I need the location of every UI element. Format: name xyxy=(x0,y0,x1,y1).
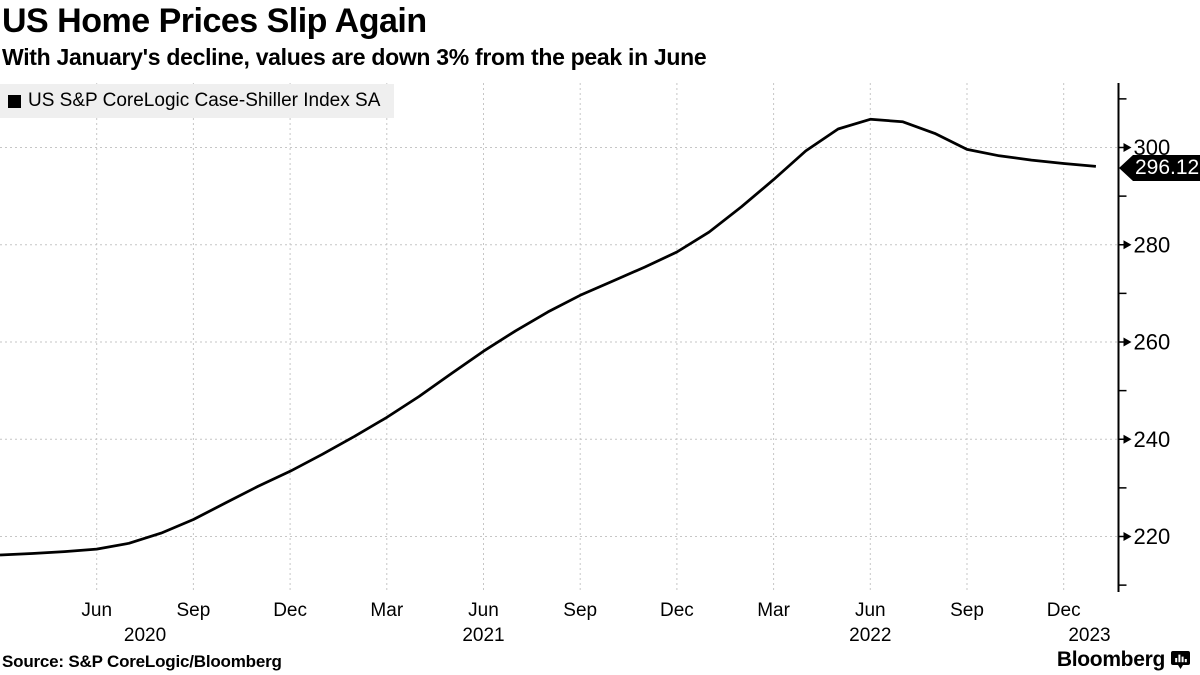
legend-label: US S&P CoreLogic Case-Shiller Index SA xyxy=(28,90,381,111)
x-axis-label: Sep xyxy=(563,600,597,621)
x-axis-year-label: 2023 xyxy=(1068,625,1110,646)
source-credit: Source: S&P CoreLogic/Bloomberg xyxy=(2,652,282,671)
bar-chart-bubble-icon xyxy=(1171,651,1190,669)
legend-square-swatch-icon xyxy=(8,94,21,108)
x-axis-label: Jun xyxy=(81,600,112,621)
y-axis-label: 220 xyxy=(1134,524,1171,549)
bloomberg-wordmark: Bloomberg xyxy=(1056,648,1165,671)
price-index-line xyxy=(0,117,1097,557)
x-axis-year-label: 2020 xyxy=(124,625,166,646)
x-axis-label: Mar xyxy=(757,600,790,621)
last-value-text: 296.12 xyxy=(1135,156,1200,179)
y-axis-label: 280 xyxy=(1134,232,1171,257)
x-axis-year-label: 2022 xyxy=(849,625,891,646)
y-axis-tick-arrow-icon xyxy=(1123,532,1132,541)
y-axis-label: 260 xyxy=(1134,330,1171,355)
y-axis-tick-arrow-icon xyxy=(1123,240,1132,250)
last-value-tag: 296.12 xyxy=(1119,155,1200,181)
chart-subtitle: With January's decline, values are down … xyxy=(2,44,707,70)
x-axis-label: Sep xyxy=(950,600,984,621)
y-axis-tick-arrow-icon xyxy=(1123,143,1132,152)
x-axis-label: Sep xyxy=(176,600,210,621)
x-axis-label: Jun xyxy=(468,600,499,621)
x-axis-label: Jun xyxy=(855,600,886,621)
y-axis-tick-arrow-icon xyxy=(1123,434,1132,444)
page-title: US Home Prices Slip Again xyxy=(2,2,427,40)
x-axis-label: Dec xyxy=(273,600,307,621)
bloomberg-logo: Bloomberg xyxy=(1057,648,1190,672)
legend: US S&P CoreLogic Case-Shiller Index SA xyxy=(0,84,395,118)
x-axis-label: Mar xyxy=(370,600,403,621)
x-axis-label: Dec xyxy=(1047,600,1081,621)
x-axis-label: Dec xyxy=(660,600,694,621)
x-axis-year-label: 2021 xyxy=(462,625,504,646)
y-axis-tick-arrow-icon xyxy=(1123,337,1132,347)
y-axis-label: 240 xyxy=(1134,427,1171,452)
